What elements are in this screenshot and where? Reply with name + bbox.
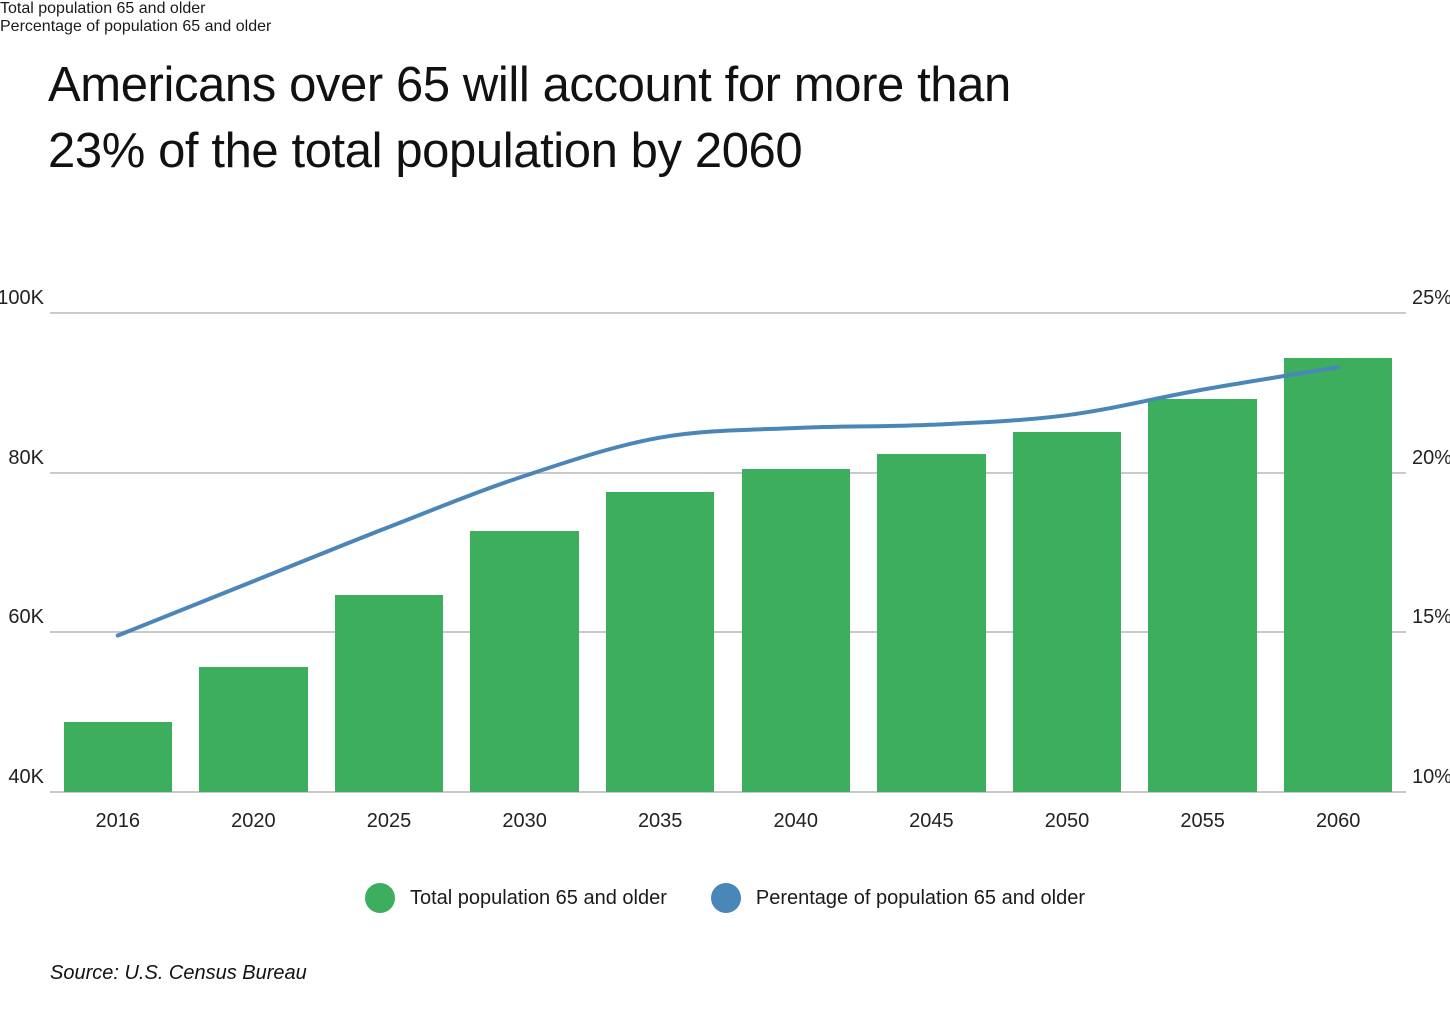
percentage-line-path xyxy=(118,367,1338,635)
legend-circle-icon xyxy=(364,883,395,913)
legend-item-1[interactable]: Perentage of population 65 and older xyxy=(710,883,1086,913)
right-axis-title: Percentage of population 65 and older xyxy=(0,18,272,35)
bar-2030[interactable] xyxy=(470,530,579,792)
gridline xyxy=(50,312,1406,314)
bar-series xyxy=(50,313,1406,792)
left-axis-tick-label: 60K xyxy=(8,606,44,629)
page-title: Americans over 65 will account for more … xyxy=(48,58,1011,178)
left-axis-title: Total population 65 and older xyxy=(0,0,206,17)
x-axis-label-2030: 2030 xyxy=(502,810,547,832)
bar-2050[interactable] xyxy=(1012,431,1122,792)
legend-circle-icon xyxy=(710,883,741,913)
x-axis-label-2035: 2035 xyxy=(637,810,683,832)
plot-area: 40K 60K 80K 100K 10% 15% 20% 25% xyxy=(0,287,1450,793)
legend-item-0[interactable]: Total population 65 and older xyxy=(364,883,667,913)
bar-2025[interactable] xyxy=(334,594,444,792)
legend-label: Total population 65 and older xyxy=(409,886,667,909)
line-series xyxy=(50,313,1406,792)
gridline xyxy=(50,791,1406,793)
left-axis-tick-label: 40K xyxy=(8,766,44,788)
x-axis-label-2060: 2060 xyxy=(1315,810,1361,832)
x-axis-label-2020: 2020 xyxy=(231,810,276,832)
legend: Total population 65 and older Perentage o… xyxy=(0,883,1450,913)
bar-2016[interactable] xyxy=(63,721,173,792)
x-axis-label-2050: 2050 xyxy=(1044,810,1090,832)
x-axis-label-2025: 2025 xyxy=(366,810,412,832)
bar-2045[interactable] xyxy=(877,454,986,792)
gridline xyxy=(50,631,1406,634)
legend-label: Perentage of population 65 and older xyxy=(755,886,1086,909)
right-axis-tick-label: 25% xyxy=(1412,287,1450,309)
gridline xyxy=(50,471,1406,474)
x-axis-label-2045: 2045 xyxy=(909,810,954,832)
right-axis-tick-label: 15% xyxy=(1412,606,1450,629)
x-axis-labels: 2016 2020 2025 2030 2035 2040 2045 2050 2055 2060 xyxy=(50,810,1406,844)
x-axis-label-2055: 2055 xyxy=(1180,810,1225,832)
right-axis-tick-label: 10% xyxy=(1412,766,1450,788)
bar-2040[interactable] xyxy=(741,468,851,792)
x-axis-label-2016: 2016 xyxy=(95,810,141,832)
left-axis-tick-label: 80K xyxy=(8,446,44,469)
x-axis-label-2040: 2040 xyxy=(773,810,819,832)
right-axis-tick-label: 20% xyxy=(1412,446,1450,469)
bar-2035[interactable] xyxy=(605,491,715,792)
left-axis-tick-label: 100K xyxy=(0,287,44,309)
bar-2020[interactable] xyxy=(199,667,308,792)
bar-2060[interactable] xyxy=(1283,357,1393,792)
bar-2055[interactable] xyxy=(1148,399,1257,792)
source-note: Source: U.S. Census Bureau xyxy=(50,962,307,984)
